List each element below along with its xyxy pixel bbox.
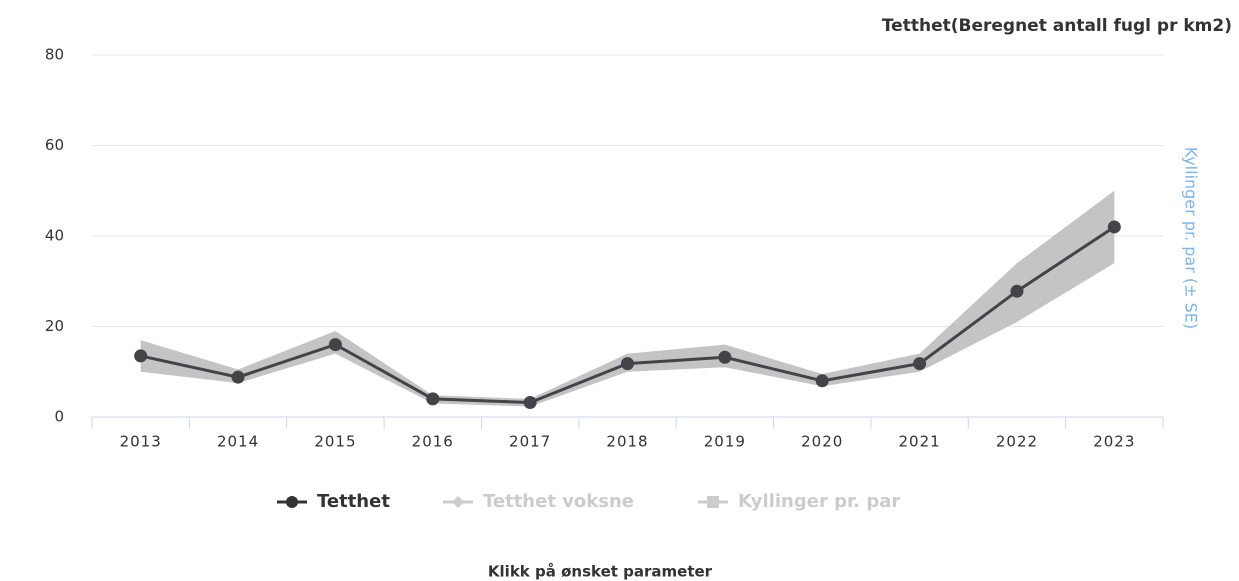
- y-tick-label: 80: [45, 46, 64, 64]
- x-tick-label: 2023: [1093, 433, 1135, 451]
- data-point: [621, 357, 634, 371]
- y-tick-label: 60: [45, 136, 64, 154]
- x-tick-label: 2022: [996, 433, 1038, 451]
- x-tick-label: 2013: [120, 433, 162, 451]
- legend-symbol[interactable]: [452, 496, 464, 508]
- legend-label[interactable]: Tetthet voksne: [483, 491, 634, 512]
- error-band: [140, 190, 1115, 407]
- x-tick-label: 2020: [801, 433, 843, 451]
- footer-note: Klikk på ønsket parameter: [488, 563, 713, 581]
- x-tick-label: 2021: [898, 433, 940, 451]
- legend-symbol[interactable]: [286, 496, 298, 508]
- data-point: [328, 338, 342, 352]
- legend-symbol[interactable]: [707, 496, 719, 508]
- data-point: [913, 357, 927, 371]
- x-tick-label: 2018: [606, 433, 648, 451]
- data-point: [815, 374, 829, 388]
- legend-label[interactable]: Tetthet: [317, 491, 390, 512]
- x-tick-label: 2014: [217, 433, 259, 451]
- data-point: [718, 350, 732, 364]
- y2-axis-label: Kyllinger pr. par (± SE): [1182, 147, 1201, 329]
- data-point: [1107, 220, 1121, 234]
- x-tick-label: 2015: [314, 433, 356, 451]
- legend-label[interactable]: Kyllinger pr. par: [738, 491, 900, 512]
- y-tick-label: 40: [45, 227, 64, 245]
- data-point: [1010, 284, 1024, 298]
- y-tick-label: 20: [45, 317, 64, 335]
- data-point: [426, 392, 440, 406]
- x-tick-label: 2016: [412, 433, 454, 451]
- y-tick-label: 0: [54, 408, 64, 426]
- x-tick-label: 2019: [704, 433, 746, 451]
- x-tick-label: 2017: [509, 433, 551, 451]
- chart-title: Tetthet(Beregnet antall fugl pr km2): [882, 16, 1232, 36]
- data-point: [231, 370, 245, 384]
- data-point: [523, 396, 537, 410]
- data-point: [134, 349, 148, 363]
